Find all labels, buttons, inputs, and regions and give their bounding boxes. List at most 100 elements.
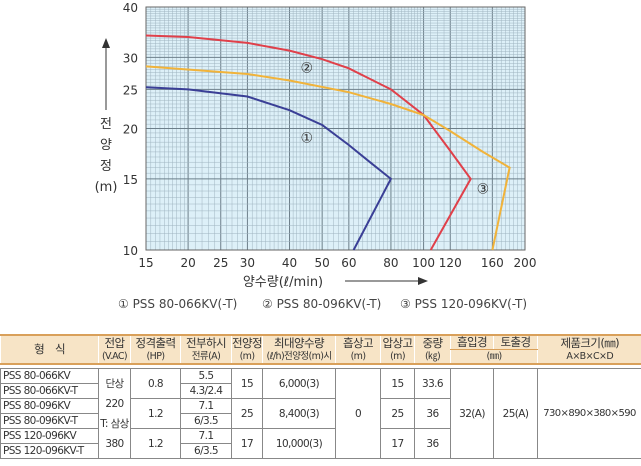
head-cell: 25: [231, 398, 263, 429]
y-tick-label: 15: [123, 173, 138, 187]
x-tick-label: 50: [315, 256, 330, 270]
header-main: 전양정: [232, 335, 263, 350]
header-main: 중량: [422, 335, 444, 350]
header-main: 전부하시: [186, 335, 227, 350]
voltage-cell: 단상220 T: 삼상 380: [98, 368, 131, 459]
header-sub: (ℓ/h)전양정(m)시: [266, 350, 333, 362]
series-line-2: [145, 34, 472, 251]
x-tick-label: 100: [412, 256, 435, 270]
header-model: 형 식: [0, 334, 99, 365]
pressure-height-cell: 25: [380, 398, 415, 429]
power-cell: 0.8: [130, 368, 181, 399]
series-label-3: ③: [477, 182, 490, 198]
header-main: 제품크기(㎜): [560, 335, 620, 350]
header-head: 전양정 (m): [231, 334, 263, 365]
header-main: 전압: [104, 335, 126, 350]
x-tick-label: 60: [341, 256, 356, 270]
y-tick-label: 10: [123, 244, 138, 258]
table-row: PSS 120-096KV 1.2 7.1 17 10,000(3) 17 36: [0, 428, 641, 459]
x-tick-label: 30: [240, 256, 255, 270]
y-tick-label: 40: [123, 1, 138, 15]
weight-cell: 36: [414, 428, 451, 459]
table-header: 형 식 전압 (V.AC) 정격출력 (HP) 전부하시 전류(A) 전양정 (m) 최…: [0, 334, 641, 365]
header-voltage: 전압 (V.AC): [98, 334, 131, 365]
header-suction-height: 흡상고 (m): [335, 334, 381, 365]
header-sub: (m): [390, 350, 405, 362]
legend-item-3: ③ PSS 120-096KV(-T): [400, 297, 527, 311]
y-label-part: 전: [100, 117, 112, 132]
max-flow-cell: 6,000(3): [262, 368, 336, 399]
max-flow-cell: 8,400(3): [262, 398, 336, 429]
table-row: PSS 80-066KV 단상220 T: 삼상 380 0.8 5.5 15 6,000(3…: [0, 368, 641, 459]
current-cell: 6/3.5: [180, 443, 232, 459]
legend: ① PSS 80-066KV(-T) ② PSS 80-096KV(-T) ③ PS…: [118, 297, 527, 311]
header-current: 전부하시 전류(A): [180, 334, 232, 365]
x-tick-label: 160: [481, 256, 504, 270]
header-max-flow: 최대양수량 (ℓ/h)전양정(m)시: [262, 334, 336, 365]
header-sub: (m): [350, 350, 366, 362]
header-main: 정격출력: [135, 335, 177, 350]
x-tick-label: 25: [213, 256, 228, 270]
head-cell: 17: [231, 428, 263, 459]
header-pressure-height: 압상고 (m): [380, 334, 415, 365]
x-tick-label: 200: [514, 256, 537, 270]
x-tick-label: 120: [439, 256, 462, 270]
x-tick-label: 40: [282, 256, 297, 270]
power-cell: 1.2: [130, 428, 181, 459]
x-tick-label: 80: [383, 256, 398, 270]
header-inlet: 흡입경: [450, 334, 494, 350]
current-cell: 7.1: [180, 428, 232, 444]
size-cell: 730×890×380×590: [537, 368, 641, 459]
series-line-1: [145, 86, 393, 251]
x-tick-label: 15: [138, 256, 153, 270]
plot-frame: [145, 6, 526, 251]
y-label-part: 양: [100, 138, 112, 153]
header-bore-unit: (㎜): [450, 349, 538, 365]
model-cell: PSS 80-096KV: [0, 398, 99, 414]
inlet-cell: 32(A): [450, 368, 494, 459]
pressure-height-cell: 15: [380, 368, 415, 399]
y-tick-label: 30: [123, 51, 138, 65]
y-label-part: (m): [95, 180, 118, 195]
header-size: 제품크기(㎜) A×B×C×D: [537, 334, 641, 365]
outlet-cell: 25(A): [493, 368, 538, 459]
pump-performance-chart: 15 20 25 30 40 50 60 80 100 120 160 200101520253040…: [95, 1, 537, 311]
current-cell: 6/3.5: [180, 413, 232, 429]
series-line-3: [145, 65, 511, 251]
table-row: PSS 80-096KV 1.2 7.1 25 8,400(3) 25 36: [0, 398, 641, 429]
header-sub: (HP): [146, 350, 165, 362]
y-tick-label: 20: [123, 123, 138, 137]
header-sub: (V.AC): [101, 350, 128, 362]
y-axis-label: 전 양 정 (m): [95, 117, 118, 195]
x-tick-label: 20: [180, 256, 195, 270]
header-main: 최대양수량: [274, 335, 325, 350]
header-main: 압상고: [382, 335, 414, 350]
model-cell: PSS 80-066KV-T: [0, 383, 99, 399]
current-cell: 7.1: [180, 398, 232, 414]
legend-item-2: ② PSS 80-096KV(-T): [262, 297, 381, 311]
header-sub: (m): [239, 350, 255, 362]
voltage-line: 380: [105, 437, 124, 450]
table-row: PSS 120-096KV-T 6/3.5: [0, 443, 641, 459]
current-cell: 5.5: [180, 368, 232, 384]
weight-cell: 33.6: [414, 368, 451, 399]
model-cell: PSS 120-096KV-T: [0, 443, 99, 459]
spec-table: 형 식 전압 (V.AC) 정격출력 (HP) 전부하시 전류(A) 전양정 (m) 최…: [0, 334, 641, 459]
power-cell: 1.2: [130, 398, 181, 429]
table-row: PSS 80-096KV-T 6/3.5: [0, 413, 641, 429]
voltage-line: T: 삼상: [100, 417, 129, 430]
legend-item-1: ① PSS 80-066KV(-T): [118, 297, 237, 311]
header-sub: (㎏): [424, 350, 441, 362]
header-main: 흡상고: [343, 335, 374, 350]
bore-unit: (㎜): [486, 351, 502, 362]
table-row: PSS 80-066KV-T 4.3/2.4: [0, 383, 641, 399]
model-cell: PSS 120-096KV: [0, 428, 99, 444]
header-power: 정격출력 (HP): [130, 334, 181, 365]
max-flow-cell: 10,000(3): [262, 428, 336, 459]
y-label-part: 정: [100, 159, 112, 174]
head-cell: 15: [231, 368, 263, 399]
current-cell: 4.3/2.4: [180, 383, 232, 399]
y-axis-title: [102, 38, 110, 110]
x-axis-label: 양수량(ℓ/min): [243, 275, 323, 290]
header-outlet: 토출경: [493, 334, 538, 350]
